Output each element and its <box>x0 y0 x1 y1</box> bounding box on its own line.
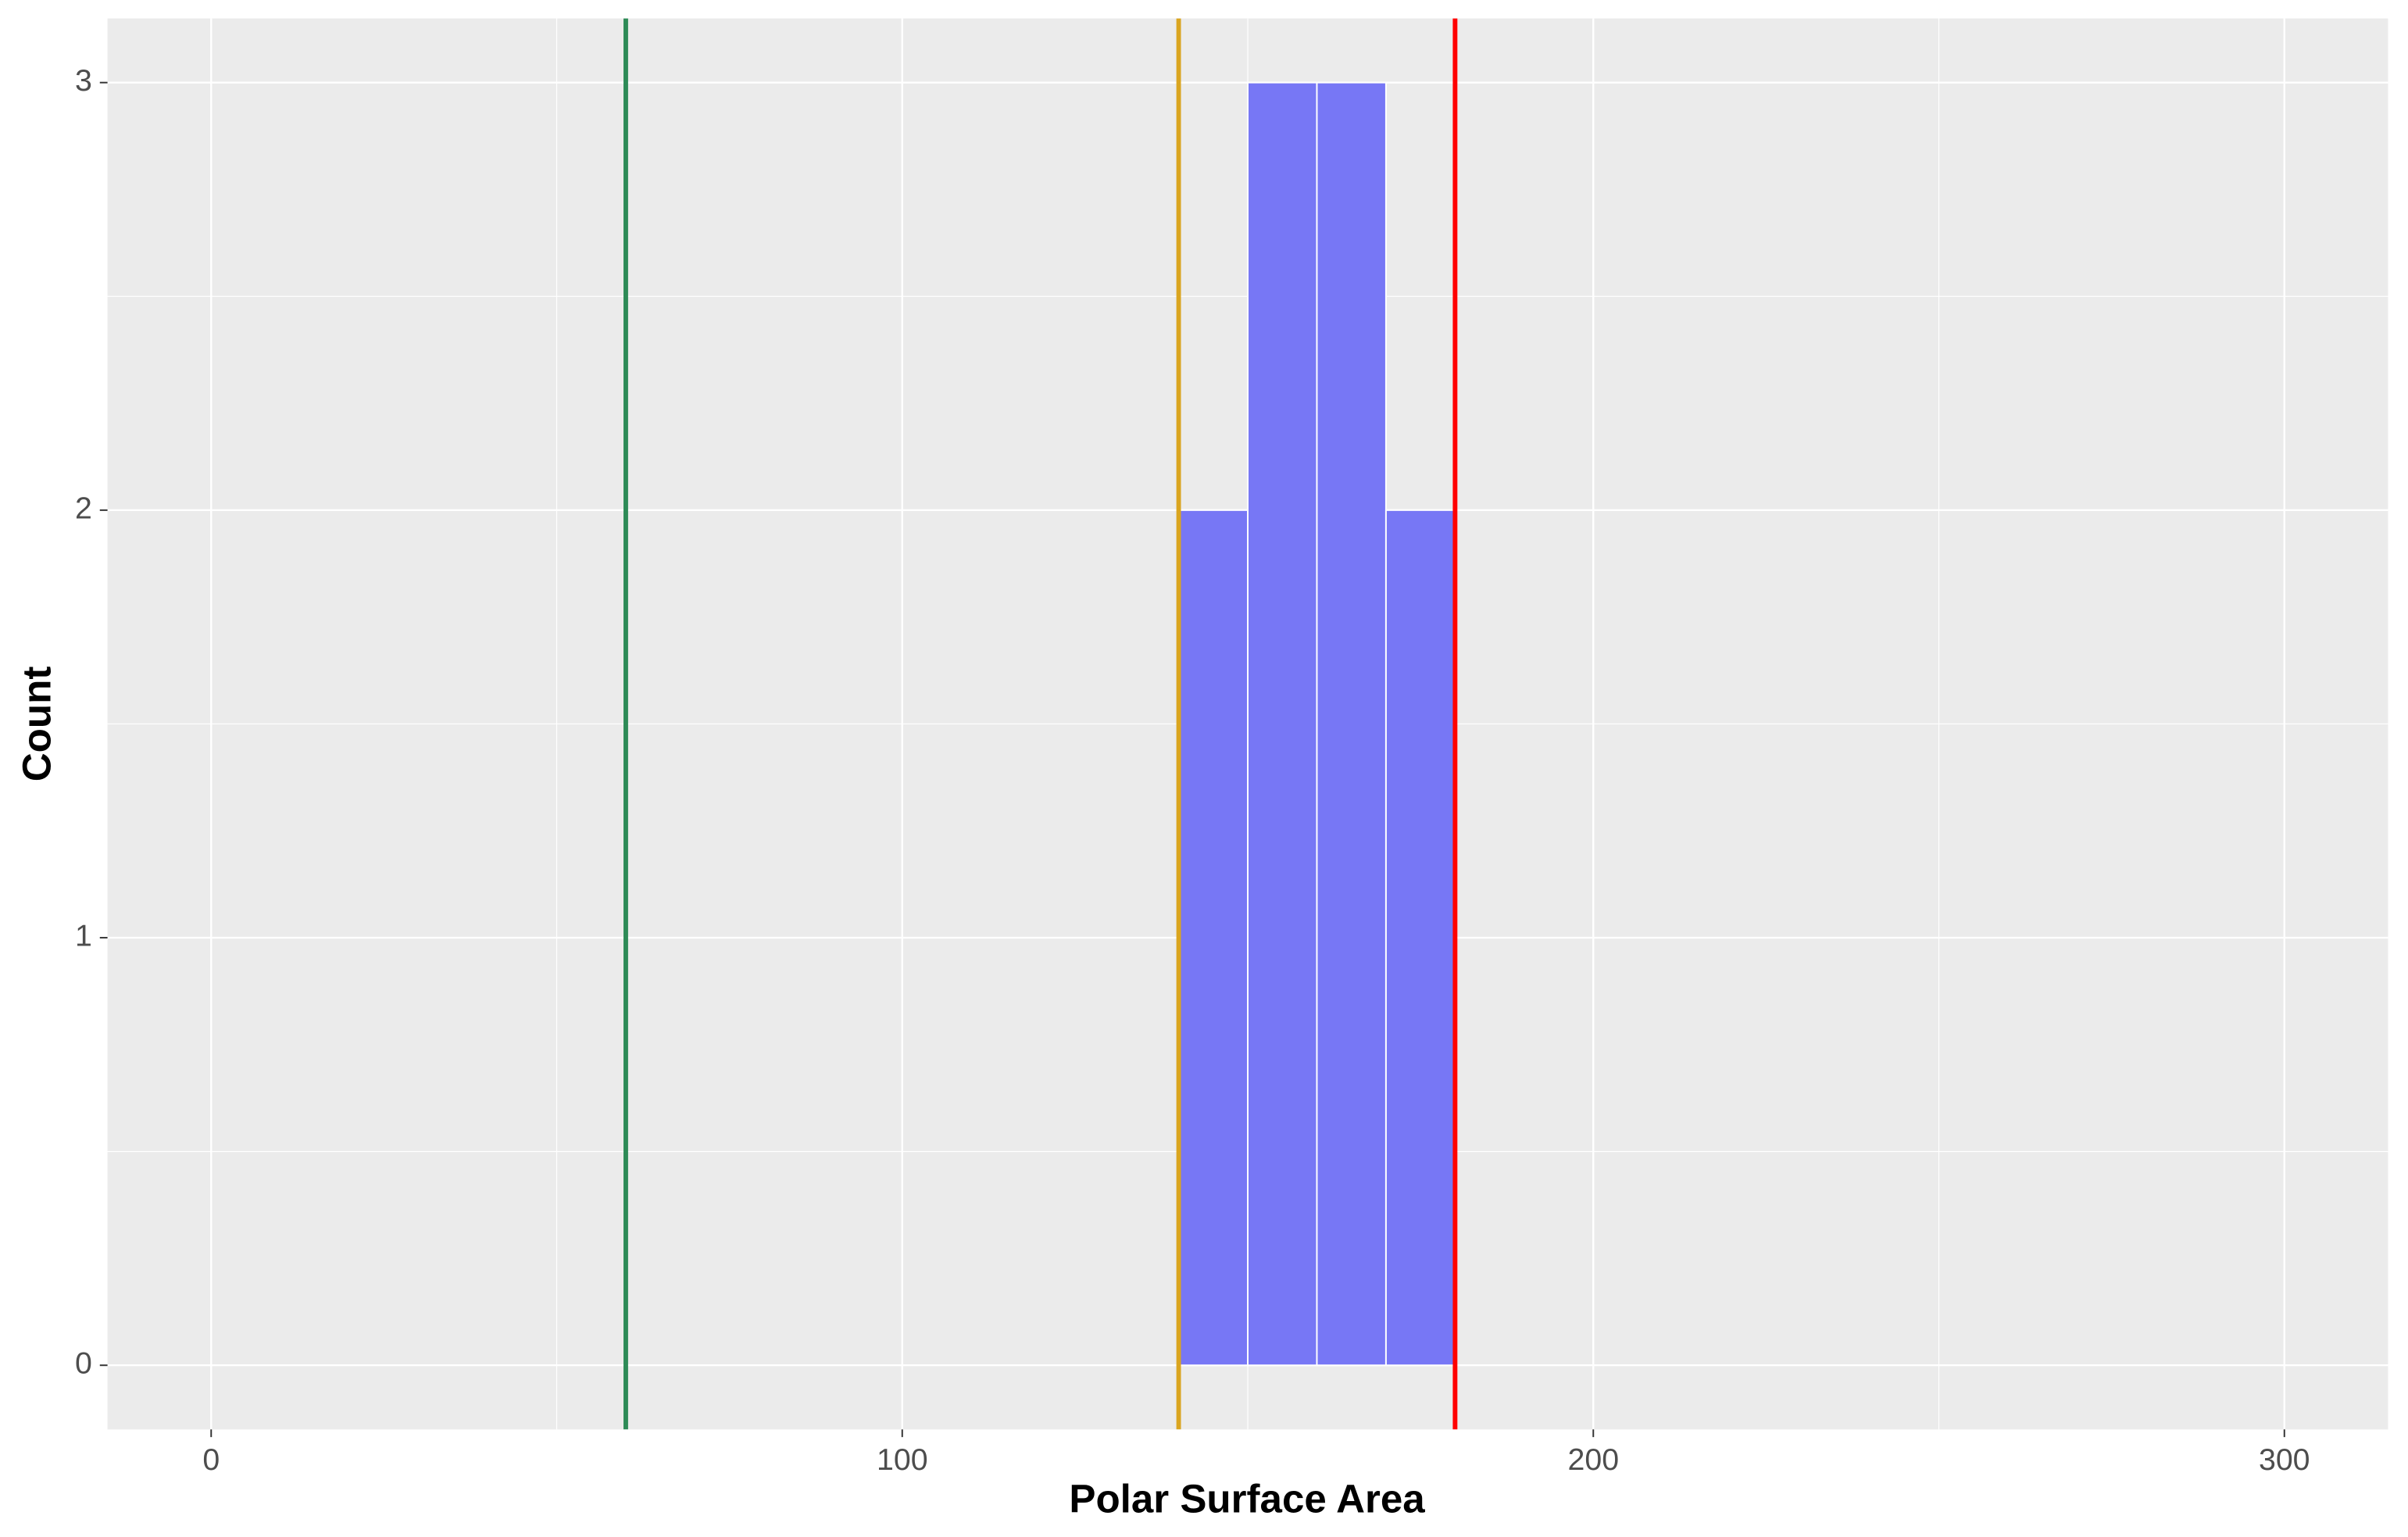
x-axis-title: Polar Surface Area <box>1069 1476 1425 1521</box>
x-tick-label: 0 <box>202 1442 220 1477</box>
y-tick-label: 0 <box>75 1346 92 1381</box>
bar <box>1247 81 1318 1367</box>
bar <box>1177 509 1249 1367</box>
bar <box>1384 509 1456 1367</box>
x-tick-label: 300 <box>2259 1442 2310 1477</box>
y-axis-title: Count <box>15 667 59 782</box>
bar <box>1316 81 1387 1367</box>
y-tick-label: 1 <box>75 918 92 953</box>
x-tick-label: 100 <box>877 1442 928 1477</box>
x-tick-label: 200 <box>1567 1442 1619 1477</box>
y-tick-label: 3 <box>75 63 92 98</box>
y-tick-label: 2 <box>75 491 92 525</box>
